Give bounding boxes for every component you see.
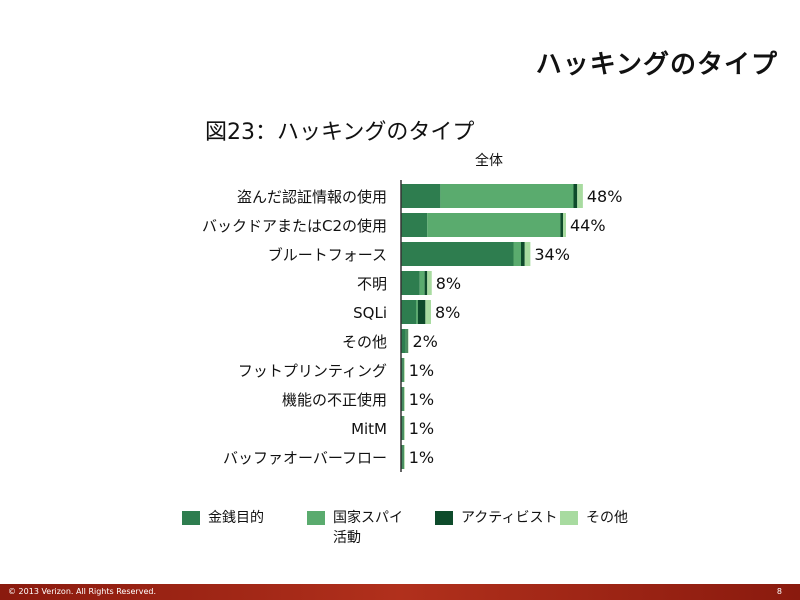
bar-segment <box>440 184 574 208</box>
bar-segment <box>404 358 405 382</box>
bar-segment <box>401 445 403 469</box>
legend-label: 金銭目的 <box>208 510 264 526</box>
category-label: 不明 <box>357 275 387 293</box>
bar-segment <box>402 416 404 440</box>
bar-segment <box>560 213 563 237</box>
value-label: 44% <box>570 216 606 235</box>
bar-segment <box>573 184 578 208</box>
footer-bar: © 2013 Verizon. All Rights Reserved. 8 <box>0 584 800 600</box>
bar-segment <box>401 300 416 324</box>
category-label: ブルートフォース <box>268 246 387 264</box>
value-labels: 48% 44%34% 8% 8% 2% 1% 1% 1% 1% <box>409 187 623 467</box>
bar-segment <box>521 242 525 266</box>
bars-layer <box>401 184 583 469</box>
bar-segment <box>427 213 561 237</box>
page-number: 8 <box>776 587 782 596</box>
legend-swatch <box>560 511 578 525</box>
category-label: MitM <box>351 420 387 438</box>
bar-segment <box>401 387 403 411</box>
bar-segment <box>416 300 418 324</box>
bar-segment <box>427 271 432 295</box>
bar-segment <box>402 358 404 382</box>
value-label: 34% <box>534 245 570 264</box>
value-label: 48% <box>587 187 623 206</box>
bar-segment <box>404 416 405 440</box>
value-label: 8% <box>436 274 461 293</box>
value-label: 2% <box>413 332 438 351</box>
category-label: SQLi <box>353 304 387 322</box>
bar-segment <box>401 329 406 353</box>
legend-label: 国家スパイ 活動 <box>333 510 403 546</box>
legend-item: 国家スパイ 活動 <box>307 508 403 548</box>
bar-segment <box>404 387 405 411</box>
category-label: バッファオーバーフロー <box>223 449 387 467</box>
bar-segment <box>402 387 404 411</box>
legend-swatch <box>435 511 453 525</box>
slide-title: ハッキングのタイプ <box>535 50 778 80</box>
legend-item: アクティビスト <box>435 508 557 528</box>
legend-item: その他 <box>560 508 628 528</box>
bar-segment <box>405 329 407 353</box>
chart-title: 図23：ハッキングのタイプ <box>205 120 475 145</box>
category-label: バックドアまたはC2の使用 <box>202 217 387 235</box>
value-label: 1% <box>409 390 434 409</box>
category-label: その他 <box>342 333 387 351</box>
bar-segment <box>401 271 420 295</box>
bar-segment <box>513 242 521 266</box>
copyright-text: © 2013 Verizon. All Rights Reserved. <box>8 587 156 596</box>
value-label: 1% <box>409 448 434 467</box>
bar-segment <box>407 329 409 353</box>
bar-segment <box>401 358 403 382</box>
value-label: 1% <box>409 419 434 438</box>
legend-label: その他 <box>586 510 628 526</box>
category-label: 機能の不正使用 <box>282 391 387 409</box>
bar-segment <box>401 213 428 237</box>
bar-segment <box>404 445 405 469</box>
bar-segment <box>524 242 531 266</box>
bar-segment <box>419 271 425 295</box>
bar-segment <box>406 329 408 353</box>
bar-segment <box>401 242 514 266</box>
chart-subtitle: 全体 <box>475 153 503 169</box>
bar-segment <box>401 416 403 440</box>
legend-label: アクティビスト <box>461 510 558 526</box>
category-label: 盗んだ認証情報の使用 <box>237 188 387 206</box>
bar-segment <box>425 300 431 324</box>
bar-segment <box>424 271 428 295</box>
legend: 金銭目的 国家スパイ 活動 アクティビスト その他 <box>182 508 662 548</box>
legend-item: 金銭目的 <box>182 508 264 528</box>
bar-segment <box>417 300 426 324</box>
legend-swatch <box>307 511 325 525</box>
bar-segment <box>401 184 441 208</box>
value-label: 8% <box>435 303 460 322</box>
category-label: フットプリンティング <box>238 362 387 380</box>
legend-swatch <box>182 511 200 525</box>
value-label: 1% <box>409 361 434 380</box>
bar-segment <box>402 445 404 469</box>
bar-segment <box>577 184 583 208</box>
bar-segment <box>563 213 566 237</box>
